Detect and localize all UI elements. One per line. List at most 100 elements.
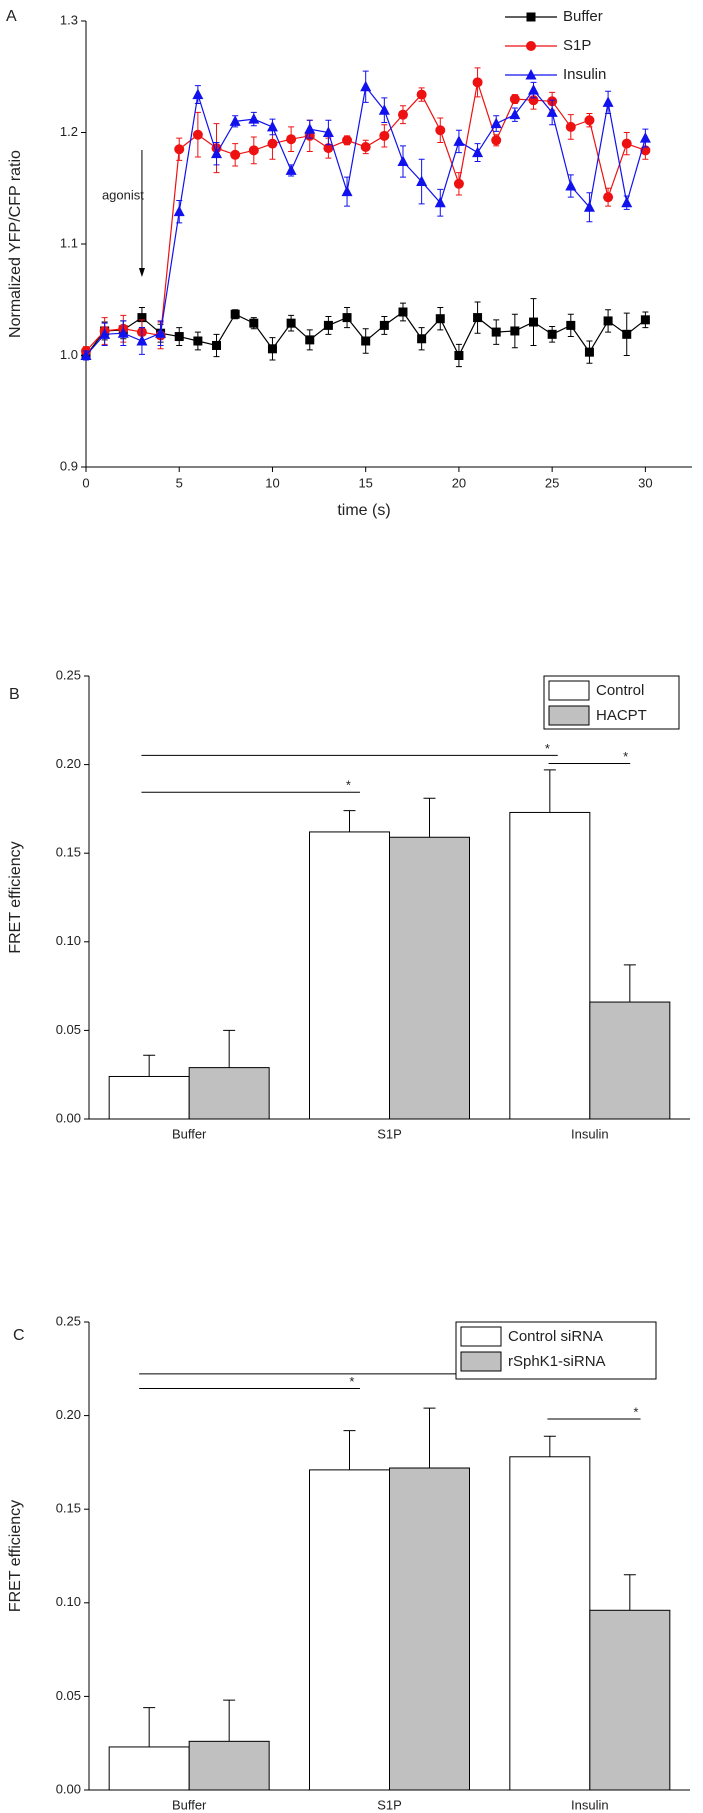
data-point — [547, 329, 557, 339]
data-point — [621, 196, 633, 208]
legend-marker — [526, 12, 536, 22]
significance-label: * — [623, 749, 628, 764]
y-tick-label: 0.00 — [56, 1110, 81, 1125]
x-tick-label: S1P — [377, 1797, 402, 1812]
y-tick-label: 0.15 — [56, 845, 81, 860]
y-tick-label: 0.20 — [56, 1407, 81, 1422]
y-axis-label: Normalized YFP/CFP ratio — [7, 150, 24, 338]
data-point — [491, 135, 502, 146]
legend-swatch — [548, 680, 590, 701]
data-point — [397, 109, 408, 120]
significance-label: * — [346, 778, 351, 793]
data-point — [361, 336, 371, 346]
bar — [589, 1001, 671, 1120]
data-point — [379, 320, 389, 330]
bar — [108, 1746, 190, 1791]
data-point — [622, 329, 632, 339]
error-bar — [623, 964, 636, 1003]
data-point — [212, 340, 222, 350]
series-line — [85, 85, 646, 356]
error-bar — [143, 1054, 156, 1077]
bar — [509, 811, 591, 1120]
error-bar — [543, 1435, 556, 1457]
data-point — [529, 317, 539, 327]
legend-label: Buffer — [563, 8, 603, 25]
data-point — [583, 201, 595, 212]
y-axis-label: FRET efficiency — [7, 841, 24, 953]
data-point — [286, 134, 297, 145]
error-bar — [623, 1574, 636, 1611]
x-tick-label: 5 — [176, 475, 183, 490]
data-point — [342, 135, 353, 146]
data-point — [603, 192, 614, 203]
data-point — [528, 84, 540, 95]
y-tick-label: 1.3 — [60, 12, 78, 27]
data-point — [546, 106, 558, 117]
data-point — [285, 164, 297, 175]
data-point — [173, 205, 185, 217]
x-tick-label: 15 — [358, 475, 372, 490]
y-tick-label: 0.10 — [56, 933, 81, 948]
x-tick-label: 20 — [452, 475, 466, 490]
y-tick-label: 1.2 — [60, 124, 78, 139]
panel-label: C — [13, 1327, 25, 1344]
legend-label: Insulin — [563, 66, 606, 83]
error-bar — [223, 1699, 236, 1742]
data-point — [192, 129, 203, 140]
x-tick-label: 0 — [82, 475, 89, 490]
panel-label: B — [9, 686, 20, 703]
data-point — [621, 138, 632, 149]
data-point — [267, 344, 277, 354]
data-point — [230, 309, 240, 319]
data-point — [341, 185, 353, 197]
data-point — [266, 120, 278, 132]
data-point — [192, 88, 204, 100]
data-point — [454, 351, 464, 360]
data-point — [249, 318, 259, 328]
y-tick-label: 0.25 — [56, 1313, 81, 1328]
bar — [188, 1067, 270, 1120]
error-bar — [143, 1707, 156, 1747]
bar — [389, 1467, 470, 1791]
x-tick-label: Insulin — [571, 1126, 609, 1141]
y-tick-label: 1.0 — [60, 347, 78, 362]
y-tick-label: 0.9 — [60, 458, 78, 473]
x-tick-label: 10 — [265, 475, 279, 490]
error-bar — [423, 797, 436, 838]
legend-label: HACPT — [596, 707, 647, 724]
data-point — [453, 135, 465, 146]
data-point — [472, 146, 484, 158]
y-axis-label: FRET efficiency — [7, 1500, 24, 1612]
data-point — [584, 115, 595, 126]
data-point — [304, 123, 316, 134]
data-point — [360, 80, 372, 92]
data-point — [230, 149, 241, 160]
data-point — [379, 130, 390, 141]
x-tick-label: 30 — [638, 475, 652, 490]
data-point — [491, 327, 501, 337]
data-point — [323, 320, 333, 330]
legend-label: S1P — [563, 37, 591, 54]
data-point — [397, 155, 409, 166]
data-point — [416, 89, 427, 100]
significance-label: * — [633, 1404, 638, 1419]
legend-marker — [525, 69, 537, 80]
bar — [188, 1740, 270, 1791]
data-point — [360, 141, 371, 152]
data-point — [229, 115, 241, 126]
error-bar — [543, 769, 556, 813]
y-tick-label: 0.20 — [56, 756, 81, 771]
data-point — [211, 147, 223, 159]
bar — [589, 1609, 671, 1791]
data-point — [286, 318, 296, 328]
series-line — [85, 82, 646, 352]
x-tick-label: Insulin — [571, 1797, 609, 1812]
data-point — [323, 143, 334, 154]
legend-swatch — [548, 705, 590, 726]
data-point — [565, 180, 577, 191]
data-point — [398, 307, 408, 317]
data-point — [602, 96, 614, 107]
legend-swatch — [460, 1326, 502, 1347]
error-bar — [343, 810, 356, 832]
data-point — [267, 138, 278, 149]
